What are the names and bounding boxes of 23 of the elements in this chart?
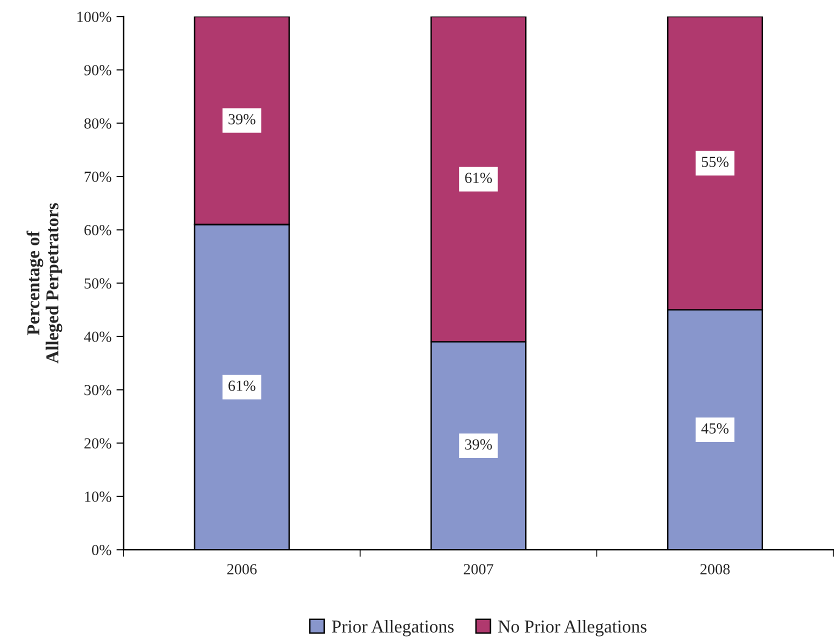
y-axis-title: Percentage of Alleged Perpetrators: [26, 203, 62, 364]
data-label: 39%: [465, 439, 492, 450]
y-tick-label: 70%: [84, 172, 112, 182]
y-tick-label: 30%: [84, 384, 112, 396]
data-label: 61%: [465, 172, 492, 184]
y-tick-label: 90%: [84, 65, 112, 76]
legend-label: No Prior Allegations: [498, 620, 646, 636]
x-tick-label: 2008: [700, 564, 730, 574]
y-tick-label: 80%: [84, 118, 112, 129]
y-tick-label: 50%: [84, 278, 112, 289]
data-label: 45%: [701, 423, 729, 434]
data-label: 55%: [702, 156, 729, 168]
x-tick-label: 2006: [227, 564, 257, 574]
x-tick-label: 2007: [464, 564, 494, 574]
data-label: 39%: [228, 114, 256, 124]
y-tick-label: 20%: [84, 438, 112, 449]
data-label: 61%: [228, 380, 256, 391]
y-tick-label: 60%: [84, 224, 112, 236]
y-tick-label: 100%: [77, 12, 112, 22]
y-tick-label: 10%: [85, 492, 112, 502]
y-tick-label: 0%: [92, 544, 112, 556]
legend-label: Prior Allegations: [332, 620, 454, 636]
y-tick-label: 40%: [84, 332, 112, 342]
